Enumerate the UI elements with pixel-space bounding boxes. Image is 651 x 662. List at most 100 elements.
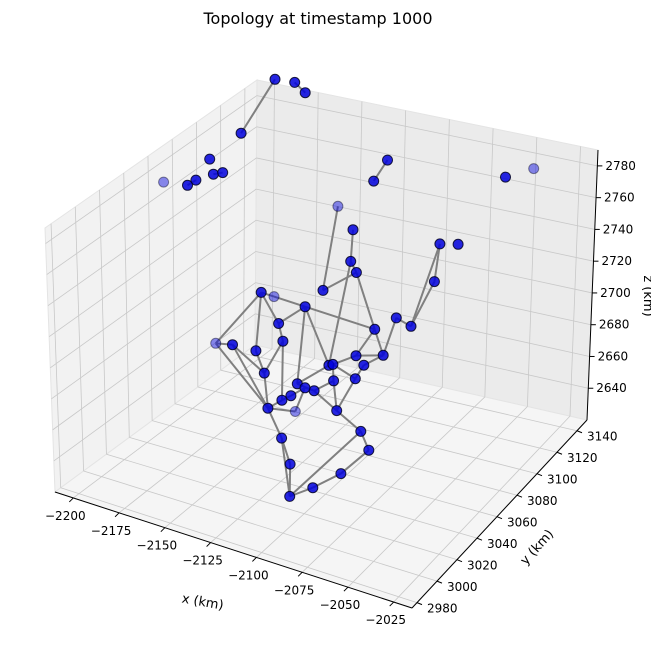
x-tick-mark [115,513,119,517]
x-tick-mark [298,572,302,576]
x-tick-label: −2175 [91,524,132,538]
data-point [429,277,439,287]
chart-title: Topology at timestamp 1000 [202,9,432,28]
data-point [351,268,361,278]
z-tick-label: 2680 [599,318,630,332]
data-point [348,225,358,235]
data-point [285,491,295,501]
data-point [270,74,280,84]
data-point [359,360,369,370]
y-tick-mark [477,538,482,540]
x-tick-mark [69,498,73,502]
data-point [351,351,361,361]
x-tick-label: −2050 [320,598,361,612]
data-point [391,313,401,323]
data-point [328,359,338,369]
data-point [205,154,215,164]
edge-line [282,341,283,400]
data-point [333,201,343,211]
data-point [159,177,169,187]
data-point [378,350,388,360]
data-point [453,239,463,249]
data-point [211,338,221,348]
y-axis-label: y (km) [518,527,557,568]
data-point [501,172,511,182]
y-tick-label: 3120 [567,451,598,465]
y-tick-mark [537,474,542,476]
y-tick-label: 3060 [507,516,538,530]
y-tick-mark [437,581,442,583]
data-point [383,155,393,165]
x-tick-mark [344,587,348,591]
data-point [236,128,246,138]
data-point [308,483,318,493]
z-tick-label: 2660 [598,349,629,363]
data-point [286,391,296,401]
data-point [290,77,300,87]
data-point [259,368,269,378]
data-point [529,164,539,174]
data-point [356,426,366,436]
data-point [278,336,288,346]
data-point [329,376,339,386]
y-tick-mark [497,517,502,519]
x-tick-label: −2150 [137,539,178,553]
data-point [290,407,300,417]
y-tick-label: 3100 [547,473,578,487]
data-point [218,168,228,178]
data-point [263,403,273,413]
x-tick-label: −2125 [182,554,223,568]
z-tick-label: 2760 [604,191,635,205]
data-point [346,256,356,266]
data-point [336,469,346,479]
z-axis-label: z (km) [640,275,651,316]
data-point [274,319,284,329]
data-point [300,88,310,98]
y-tick-mark [417,603,422,605]
data-point [300,302,310,312]
data-point [370,324,380,334]
data-point [318,285,328,295]
x-tick-label: −2100 [228,568,269,582]
y-tick-mark [517,495,522,497]
data-point [406,321,416,331]
data-point [277,433,287,443]
data-point [277,395,287,405]
data-point [364,445,374,455]
y-tick-mark [577,431,582,433]
data-point [369,176,379,186]
x-tick-mark [207,543,211,547]
y-tick-label: 3140 [587,430,618,444]
data-point [350,374,360,384]
data-point [435,239,445,249]
y-tick-label: 3000 [447,580,478,594]
z-tick-label: 2740 [603,222,634,236]
data-point [300,383,310,393]
data-point [309,386,319,396]
x-tick-label: −2075 [274,583,315,597]
x-tick-mark [390,602,394,606]
z-tick-label: 2720 [601,254,632,268]
y-tick-label: 3040 [487,537,518,551]
data-point [285,459,295,469]
x-tick-mark [161,528,165,532]
x-tick-label: −2200 [45,509,86,523]
x-tick-mark [252,557,256,561]
data-point [251,346,261,356]
y-tick-label: 3080 [527,494,558,508]
y-tick-mark [557,452,562,454]
data-point [183,180,193,190]
data-point [332,406,342,416]
x-axis-label: x (km) [181,592,225,614]
y-tick-mark [457,560,462,562]
z-tick-label: 2780 [605,159,636,173]
y-tick-label: 2980 [427,602,458,616]
data-point [256,287,266,297]
x-tick-label: −2025 [365,613,406,627]
y-tick-label: 3020 [467,559,498,573]
data-point [208,169,218,179]
data-point [228,340,238,350]
z-tick-label: 2700 [600,286,631,300]
